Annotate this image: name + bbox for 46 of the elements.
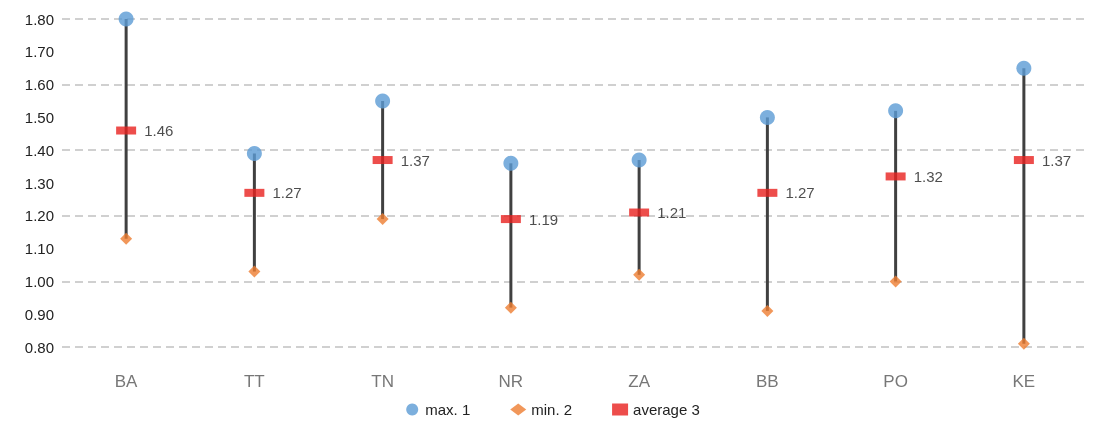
y-tick-label: 0.80 (24, 338, 54, 356)
legend-label: min. 2 (531, 401, 573, 418)
point (761, 304, 774, 317)
y-tick-label: 1.40 (24, 141, 54, 159)
y-tick-label: 1.00 (24, 272, 54, 290)
data-label: 1.32 (913, 167, 943, 185)
point (759, 109, 775, 125)
data-label: 1.19 (528, 210, 559, 228)
legend-label: average 3 (633, 401, 700, 418)
x-tick-label: PO (883, 372, 908, 391)
point (375, 93, 391, 109)
data-label: 1.27 (785, 184, 815, 202)
data-label: 1.27 (272, 184, 302, 202)
point (1016, 60, 1032, 76)
y-tick-label: 1.20 (24, 207, 54, 225)
x-tick-label: NR (498, 372, 524, 391)
y-tick-label: 1.10 (24, 240, 54, 258)
x-tick-label: BB (756, 372, 779, 391)
legend-label: max. 1 (425, 401, 471, 418)
x-tick-label: TT (243, 372, 265, 391)
point (503, 155, 519, 171)
point (376, 213, 389, 226)
x-tick-label: KE (1012, 372, 1036, 391)
point (246, 145, 262, 161)
data-label: 1.37 (1041, 151, 1072, 169)
point (120, 232, 133, 245)
y-tick-label: 1.30 (24, 174, 54, 192)
point (118, 11, 134, 27)
point (1017, 337, 1030, 350)
point (889, 275, 902, 288)
x-tick-label: ZA (628, 372, 651, 391)
point (633, 268, 646, 281)
y-tick-label: 1.70 (24, 43, 54, 61)
data-label: 1.46 (144, 122, 174, 140)
data-label: 1.37 (400, 151, 430, 169)
x-tick-label: BA (114, 372, 139, 391)
y-tick-label: 1.80 (24, 10, 54, 28)
data-label: 1.21 (657, 204, 687, 222)
y-tick-label: 1.50 (24, 108, 54, 126)
y-tick-label: 1.60 (24, 76, 54, 94)
y-tick-label: 0.90 (24, 305, 54, 323)
x-tick-label: TN (371, 372, 394, 391)
point (631, 152, 647, 168)
point (504, 301, 517, 314)
point (248, 265, 261, 278)
point (888, 103, 904, 119)
